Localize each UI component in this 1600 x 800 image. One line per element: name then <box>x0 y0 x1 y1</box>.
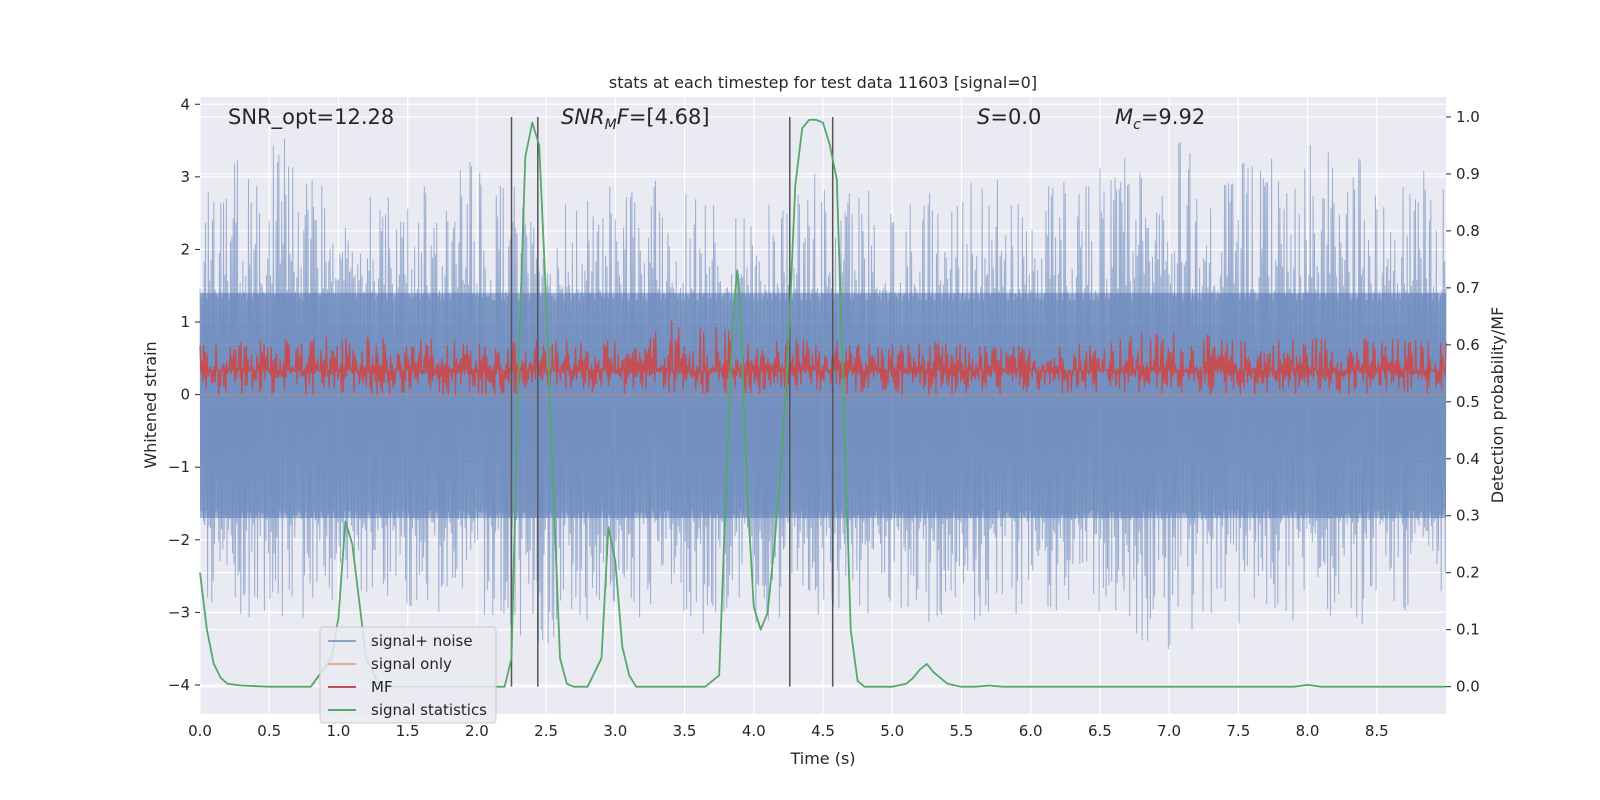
y-left-tick-label-6: 2 <box>180 240 190 258</box>
strain-series <box>199 138 1447 650</box>
y-right-tick-label-5: 0.5 <box>1456 393 1480 411</box>
x-tick-label-7: 3.5 <box>673 722 697 740</box>
y-left-tick-label-1: −3 <box>168 603 190 621</box>
y-right-tick-label-2: 0.2 <box>1456 564 1480 582</box>
x-tick-label-15: 7.5 <box>1226 722 1250 740</box>
x-tick-label-12: 6.0 <box>1019 722 1043 740</box>
legend-label-signal-statistics: signal statistics <box>371 701 487 719</box>
x-ticks: 0.0 0.5 1.0 1.5 2.0 2.5 3.0 3.5 4.0 4.5 5.0 5.5 6.0 6… <box>188 722 1389 740</box>
y-axis-label-right: Detection probability/MF <box>1488 307 1507 504</box>
y-right-tick-label-0: 0.0 <box>1456 678 1480 696</box>
annotation-mc: Mc=9.92 <box>1115 105 1205 133</box>
y-left-tick-label-2: −2 <box>168 531 190 549</box>
x-tick-label-2: 1.0 <box>327 722 351 740</box>
x-tick-label-10: 5.0 <box>880 722 904 740</box>
x-tick-label-16: 8.0 <box>1296 722 1320 740</box>
x-tick-label-14: 7.0 <box>1157 722 1181 740</box>
x-tick-label-0: 0.0 <box>188 722 212 740</box>
y-left-tick-label-8: 4 <box>180 95 190 113</box>
legend: signal+ noise signal only MF signal stat… <box>319 626 497 724</box>
x-tick-label-17: 8.5 <box>1365 722 1389 740</box>
annotation-snr-mf: SNRMF=[4.68] <box>561 105 710 133</box>
y-left-ticks: −4 −3 −2 −1 0 1 2 3 4 <box>168 95 200 694</box>
y-right-tick-label-4: 0.4 <box>1456 450 1480 468</box>
y-left-tick-label-5: 1 <box>180 313 190 331</box>
annotation-s: S=0.0 <box>977 105 1041 129</box>
y-left-tick-label-0: −4 <box>168 676 190 694</box>
x-tick-label-5: 2.5 <box>534 722 558 740</box>
mf-series <box>199 320 1447 397</box>
y-left-tick-label-4: 0 <box>180 386 190 404</box>
legend-box <box>319 626 497 724</box>
x-tick-label-11: 5.5 <box>950 722 974 740</box>
legend-label-signal-only: signal only <box>371 655 452 673</box>
y-left-tick-label-7: 3 <box>180 168 190 186</box>
annotation-snr-opt: SNR_opt=12.28 <box>228 105 394 130</box>
x-axis-label: Time (s) <box>789 749 855 768</box>
x-tick-label-1: 0.5 <box>257 722 281 740</box>
y-axis-label-left: Whitened strain <box>141 341 160 468</box>
legend-label-mf: MF <box>371 678 393 696</box>
y-right-tick-label-10: 1.0 <box>1456 108 1480 126</box>
y-right-ticks: 0.0 0.1 0.2 0.3 0.4 0.5 0.6 0.7 0.8 0.9 1.0 <box>1446 108 1480 696</box>
y-right-tick-label-9: 0.9 <box>1456 165 1480 183</box>
x-tick-label-9: 4.5 <box>811 722 835 740</box>
x-tick-label-6: 3.0 <box>603 722 627 740</box>
legend-label-noise: signal+ noise <box>371 632 473 650</box>
y-right-tick-label-3: 0.3 <box>1456 507 1480 525</box>
y-right-tick-label-6: 0.6 <box>1456 336 1480 354</box>
mf-line <box>199 320 1447 397</box>
x-tick-label-8: 4.0 <box>742 722 766 740</box>
y-right-tick-label-7: 0.7 <box>1456 279 1480 297</box>
x-tick-label-13: 6.5 <box>1088 722 1112 740</box>
y-right-tick-label-8: 0.8 <box>1456 222 1480 240</box>
strain-line <box>199 138 1447 650</box>
x-tick-label-4: 2.0 <box>465 722 489 740</box>
chart-title: stats at each timestep for test data 116… <box>609 73 1037 92</box>
vertical-markers <box>510 116 834 687</box>
x-tick-label-3: 1.5 <box>396 722 420 740</box>
y-right-tick-label-1: 0.1 <box>1456 621 1480 639</box>
y-left-tick-label-3: −1 <box>168 458 190 476</box>
